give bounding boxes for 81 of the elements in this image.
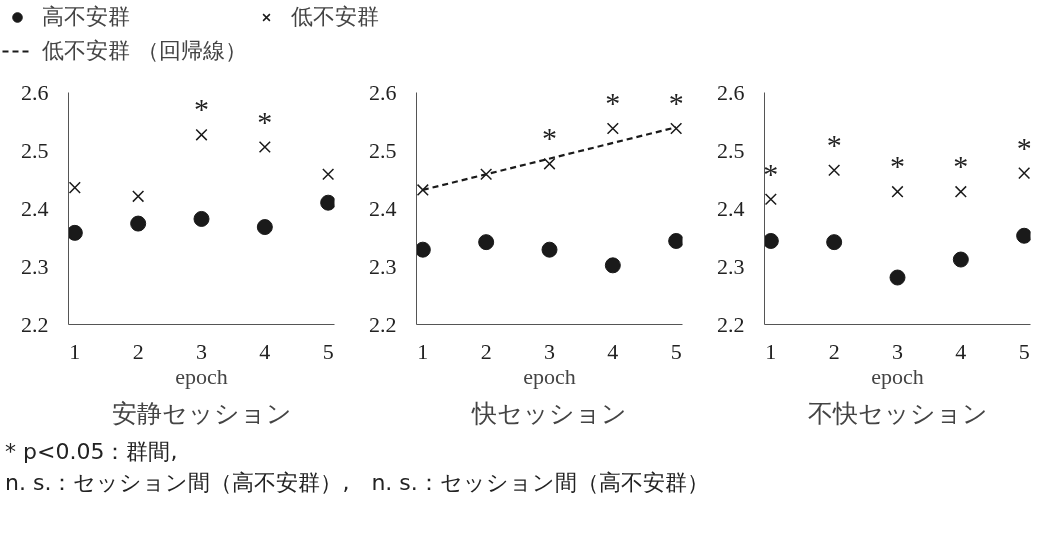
y-tick-label: 2.2 bbox=[21, 311, 49, 337]
text: 不快セッション bbox=[807, 398, 988, 428]
y-tick-label: 2.3 bbox=[21, 253, 49, 279]
x-tick-label: 4 bbox=[955, 338, 967, 364]
annotation: * bbox=[826, 127, 842, 161]
point bbox=[130, 215, 147, 232]
x-tick-label: 3 bbox=[544, 338, 555, 364]
x-tick-label: 5 bbox=[1018, 338, 1030, 364]
point bbox=[416, 183, 429, 196]
point bbox=[543, 157, 556, 170]
y-tick-label: 2.4 bbox=[369, 195, 397, 221]
x-tick-label: 5 bbox=[670, 338, 682, 364]
point bbox=[828, 164, 841, 177]
x-tick-label: 1 bbox=[765, 338, 777, 364]
x-tick-label: 2 bbox=[132, 338, 144, 364]
legend-label: 高不安群 bbox=[42, 3, 130, 31]
point bbox=[826, 234, 843, 251]
text: * p<0.05：群間, bbox=[5, 438, 179, 466]
x-tick-label: 2 bbox=[828, 338, 840, 364]
point bbox=[541, 241, 558, 258]
x-tick-label: 1 bbox=[417, 338, 429, 364]
point bbox=[68, 224, 83, 241]
y-tick-label: 2.3 bbox=[369, 253, 397, 279]
point bbox=[764, 232, 779, 249]
y-tick-label: 2.6 bbox=[717, 79, 745, 105]
text: 快セッション bbox=[471, 398, 627, 428]
x-axis-title: epoch bbox=[871, 363, 924, 389]
point bbox=[606, 122, 619, 135]
annotation: * bbox=[542, 121, 557, 155]
point bbox=[478, 234, 495, 251]
point bbox=[193, 210, 210, 227]
point bbox=[891, 185, 904, 198]
x-tick-label: 3 bbox=[892, 338, 903, 364]
point bbox=[764, 193, 777, 206]
y-tick-label: 2.5 bbox=[369, 137, 397, 163]
x-axis-title: epoch bbox=[175, 363, 228, 389]
x-tick-label: 3 bbox=[196, 338, 207, 364]
point bbox=[954, 185, 967, 198]
y-tick-label: 2.4 bbox=[21, 195, 49, 221]
annotation: * bbox=[257, 104, 273, 138]
y-tick-label: 2.4 bbox=[717, 195, 745, 221]
annotation: * bbox=[1016, 130, 1032, 164]
point bbox=[952, 251, 969, 268]
point bbox=[668, 232, 683, 249]
point bbox=[889, 269, 906, 286]
point bbox=[132, 190, 145, 203]
point bbox=[604, 257, 621, 274]
y-tick-label: 2.3 bbox=[717, 253, 745, 279]
text: 安静セッション bbox=[111, 398, 292, 428]
x-tick-label: 5 bbox=[322, 338, 334, 364]
point bbox=[68, 181, 81, 194]
x-axis-title: epoch bbox=[523, 363, 576, 389]
point bbox=[416, 241, 431, 258]
annotation: * bbox=[194, 92, 209, 126]
y-tick-label: 2.2 bbox=[717, 311, 745, 337]
point bbox=[256, 219, 273, 236]
x-tick-label: 4 bbox=[607, 338, 619, 364]
annotation: * bbox=[668, 85, 684, 119]
point bbox=[1018, 167, 1031, 180]
legend-label: 低不安群 （回帰線） bbox=[42, 37, 247, 65]
point bbox=[258, 140, 271, 154]
annotation: * bbox=[890, 149, 905, 183]
point bbox=[322, 168, 335, 181]
point bbox=[670, 122, 683, 135]
legend-label: 低不安群 bbox=[291, 3, 379, 31]
x-tick-label: 2 bbox=[480, 338, 492, 364]
y-tick-label: 2.5 bbox=[21, 137, 49, 163]
y-tick-label: 2.5 bbox=[717, 137, 745, 163]
x-tick-label: 1 bbox=[69, 338, 81, 364]
annotation: * bbox=[605, 85, 621, 119]
annotation: * bbox=[763, 156, 779, 190]
y-tick-label: 2.6 bbox=[21, 79, 49, 105]
text: n. s.：セッション間（高不安群）, n. s.：セッション間（高不安群） bbox=[5, 468, 709, 497]
x-tick-label: 4 bbox=[259, 338, 271, 364]
point bbox=[320, 194, 335, 211]
annotation: * bbox=[953, 149, 969, 183]
point bbox=[1016, 227, 1031, 244]
y-tick-label: 2.2 bbox=[369, 311, 397, 337]
point bbox=[480, 168, 493, 181]
point bbox=[195, 128, 208, 141]
y-tick-label: 2.6 bbox=[369, 79, 397, 105]
